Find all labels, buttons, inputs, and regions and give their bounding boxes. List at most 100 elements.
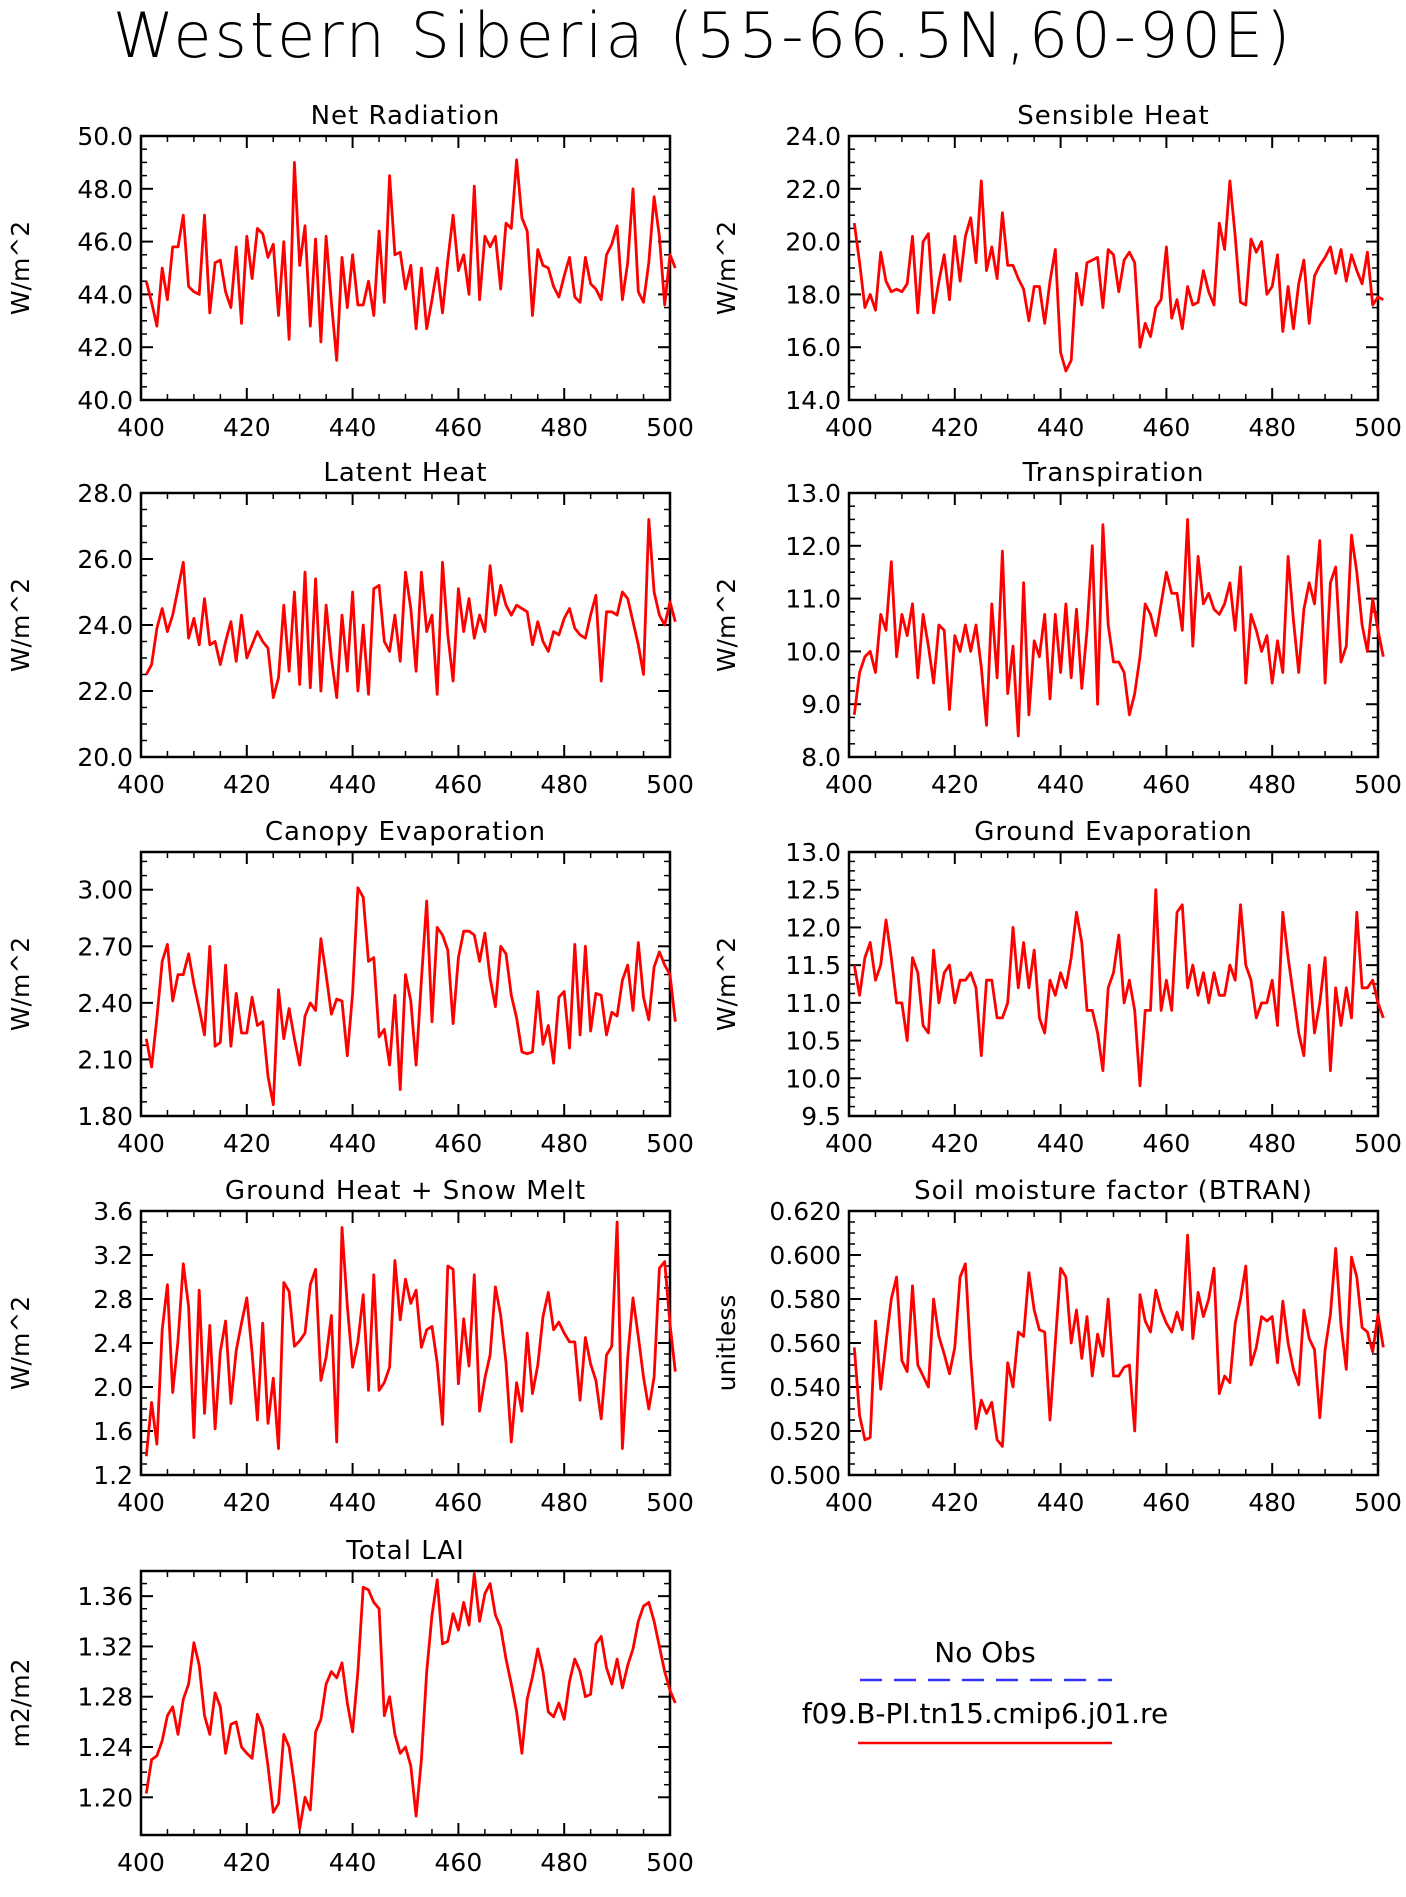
y-tick-label: 8.0	[801, 743, 841, 772]
chart-panel: Latent Heat 400 420 440 460 480 500 20.0 22.0 24.…	[6, 458, 694, 799]
series-line	[144, 158, 677, 362]
y-tick-label: 0.600	[769, 1241, 841, 1270]
series-line	[852, 888, 1385, 1088]
x-tick-label: 420	[931, 1129, 979, 1158]
panel-title: Latent Heat	[323, 458, 487, 488]
y-tick-label: 10.0	[785, 1064, 841, 1093]
y-tick-label: 2.40	[77, 989, 133, 1018]
x-tick-label: 460	[435, 770, 483, 799]
x-tick-label: 480	[1248, 413, 1296, 442]
y-axis-label: m2/m2	[6, 1659, 35, 1748]
chart-panel: Ground Heat + Snow Melt 400 420 440 460 480 50…	[6, 1176, 694, 1517]
series-line	[144, 1220, 677, 1457]
y-tick-label: 1.28	[77, 1683, 133, 1712]
chart-panel: Soil moisture factor (BTRAN) 400 420 440 460…	[712, 1176, 1402, 1517]
plot-frame	[847, 850, 1380, 1118]
y-tick-label: 1.2	[93, 1461, 133, 1490]
y-tick-label: 10.5	[785, 1027, 841, 1056]
y-tick-label: 24.0	[77, 611, 133, 640]
panel-title: Ground Heat + Snow Melt	[225, 1176, 586, 1206]
y-tick-label: 12.5	[785, 876, 841, 905]
y-tick-label: 2.10	[77, 1045, 133, 1074]
x-tick-label: 500	[1354, 770, 1402, 799]
y-axis-label: W/m^2	[6, 578, 35, 672]
panel-title: Ground Evaporation	[974, 817, 1252, 847]
y-tick-label: 46.0	[77, 228, 133, 257]
y-tick-label: 0.620	[769, 1197, 841, 1226]
plot-frame	[139, 491, 672, 759]
x-tick-label: 480	[540, 413, 588, 442]
x-tick-label: 420	[931, 770, 979, 799]
series-line	[144, 1572, 677, 1831]
y-tick-label: 48.0	[77, 175, 133, 204]
chart-panel: Net Radiation 400 420 440 460 480 500 40.0 42.0 4…	[6, 101, 694, 442]
panel-title: Sensible Heat	[1017, 101, 1209, 131]
x-tick-label: 400	[117, 1129, 165, 1158]
x-tick-label: 400	[825, 1129, 873, 1158]
plot-frame	[847, 134, 1380, 402]
x-tick-label: 440	[1037, 413, 1085, 442]
y-axis-label: unitless	[712, 1295, 741, 1392]
y-tick-label: 3.6	[93, 1197, 133, 1226]
legend: No Obs f09.B-PI.tn15.cmip6.j01.re	[802, 1636, 1168, 1745]
plot-frame	[139, 1209, 672, 1477]
y-tick-label: 0.540	[769, 1373, 841, 1402]
y-tick-label: 2.4	[93, 1329, 133, 1358]
y-tick-label: 14.0	[785, 386, 841, 415]
x-tick-label: 400	[117, 413, 165, 442]
y-axis-label: W/m^2	[712, 937, 741, 1031]
x-tick-label: 480	[540, 1848, 588, 1877]
figure-title: Western Siberia (55-66.5N,60-90E)	[112, 0, 1294, 72]
x-tick-label: 460	[435, 1848, 483, 1877]
x-tick-label: 440	[1037, 1488, 1085, 1517]
x-tick-label: 500	[646, 770, 694, 799]
series-line	[852, 179, 1384, 373]
y-tick-label: 1.80	[77, 1102, 133, 1131]
x-tick-label: 500	[1354, 1488, 1402, 1517]
x-tick-label: 500	[646, 1848, 694, 1877]
y-axis-label: W/m^2	[712, 221, 741, 315]
x-tick-label: 440	[329, 1848, 377, 1877]
y-tick-label: 2.8	[93, 1285, 133, 1314]
x-tick-label: 400	[117, 1488, 165, 1517]
y-tick-label: 0.520	[769, 1417, 841, 1446]
y-tick-label: 1.6	[93, 1417, 133, 1446]
y-tick-label: 50.0	[77, 122, 133, 151]
y-tick-label: 9.0	[801, 690, 841, 719]
y-tick-label: 9.5	[801, 1102, 841, 1131]
x-tick-label: 460	[435, 1488, 483, 1517]
x-tick-label: 440	[1037, 1129, 1085, 1158]
x-tick-label: 460	[435, 413, 483, 442]
x-tick-label: 500	[646, 1488, 694, 1517]
x-tick-label: 460	[1143, 1129, 1191, 1158]
y-tick-label: 24.0	[785, 122, 841, 151]
plot-frame	[847, 491, 1380, 759]
panel-title: Net Radiation	[311, 101, 501, 131]
y-tick-label: 13.0	[785, 838, 841, 867]
x-tick-label: 440	[329, 1129, 377, 1158]
x-tick-label: 440	[329, 770, 377, 799]
x-tick-label: 400	[825, 1488, 873, 1517]
x-tick-label: 420	[223, 413, 271, 442]
y-tick-label: 1.20	[77, 1783, 133, 1812]
panel-title: Soil moisture factor (BTRAN)	[914, 1176, 1313, 1206]
y-tick-label: 10.0	[785, 637, 841, 666]
y-tick-label: 0.560	[769, 1329, 841, 1358]
x-tick-label: 480	[540, 770, 588, 799]
y-tick-label: 1.32	[77, 1632, 133, 1661]
y-tick-label: 1.24	[77, 1733, 133, 1762]
y-tick-label: 18.0	[785, 280, 841, 309]
x-tick-label: 400	[117, 770, 165, 799]
y-tick-label: 2.70	[77, 932, 133, 961]
panel-title: Total LAI	[345, 1536, 465, 1566]
series-line	[852, 518, 1385, 738]
x-tick-label: 400	[825, 770, 873, 799]
y-axis-label: W/m^2	[6, 937, 35, 1031]
x-tick-label: 460	[1143, 413, 1191, 442]
series-line	[144, 886, 677, 1107]
x-tick-label: 420	[223, 1488, 271, 1517]
y-tick-label: 0.500	[769, 1461, 841, 1490]
y-tick-label: 3.00	[77, 876, 133, 905]
